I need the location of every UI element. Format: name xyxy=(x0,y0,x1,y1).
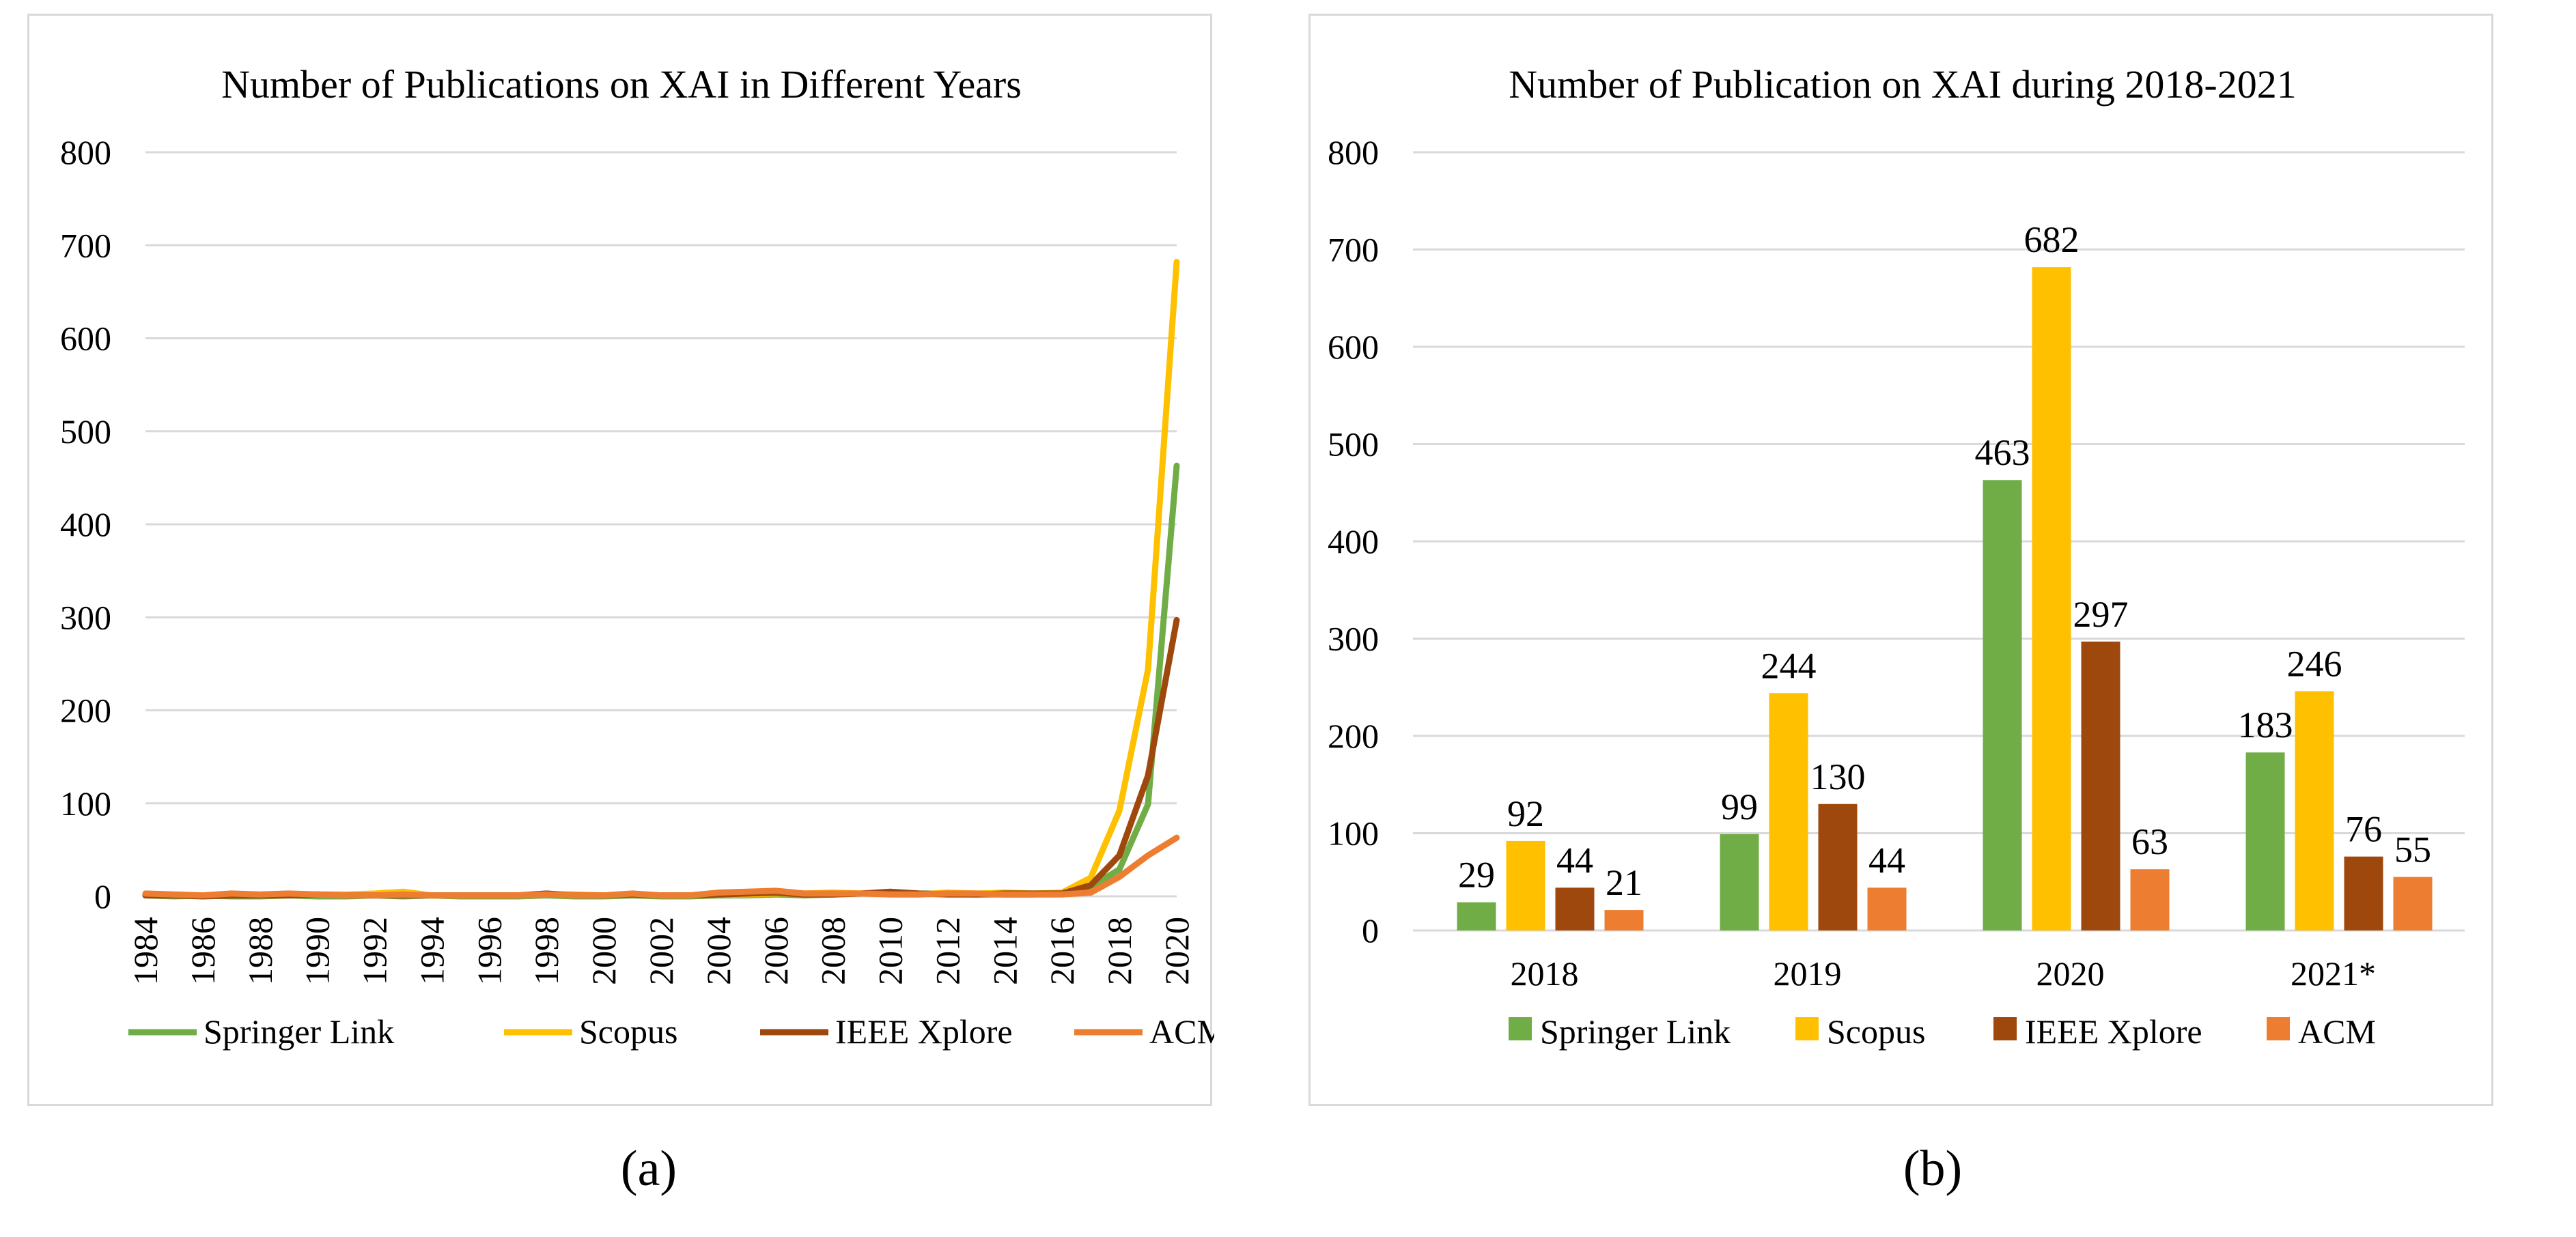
y-tick-label: 0 xyxy=(1362,911,1379,950)
line-chart-panel: Number of Publications on XAI in Differe… xyxy=(27,14,1214,1106)
data-label: 244 xyxy=(1761,645,1817,686)
data-label: 76 xyxy=(2345,809,2382,850)
chart-title: Number of Publication on XAI during 2018… xyxy=(1509,62,2296,106)
data-label: 246 xyxy=(2287,643,2342,684)
data-label: 183 xyxy=(2238,705,2293,745)
caption-a: (a) xyxy=(620,1141,677,1197)
y-tick-label: 400 xyxy=(1328,522,1379,560)
bar-acm-2018 xyxy=(1604,910,1644,930)
x-tick-label: 2012 xyxy=(928,917,966,985)
bar-acm-2020 xyxy=(2130,869,2170,930)
legend-label: ACM xyxy=(1149,1012,1214,1051)
data-label: 55 xyxy=(2394,829,2431,870)
series-line-scopus xyxy=(142,259,1180,899)
y-tick-label: 600 xyxy=(60,319,111,358)
x-tick-label: 1998 xyxy=(527,917,565,985)
y-tick-label: 500 xyxy=(1328,425,1379,464)
data-label: 682 xyxy=(2024,219,2080,260)
x-tick-label: 2000 xyxy=(585,917,623,985)
y-tick-label: 200 xyxy=(1328,717,1379,755)
legend-label: IEEE Xplore xyxy=(2025,1012,2202,1051)
data-label: 29 xyxy=(1458,855,1495,896)
x-tick-label: 2018 xyxy=(1100,917,1138,985)
x-category-label: 2018 xyxy=(1511,954,1579,993)
x-tick-label: 2004 xyxy=(699,917,738,985)
bar-chart: Number of Publication on XAI during 2018… xyxy=(1328,62,2465,1051)
y-tick-label: 200 xyxy=(60,692,111,730)
data-label: 92 xyxy=(1507,793,1544,834)
x-category-label: 2019 xyxy=(1774,954,1842,993)
x-tick-label: 2002 xyxy=(642,917,680,985)
bar-ieee-xplore-2021* xyxy=(2344,856,2383,930)
series-line-acm xyxy=(142,834,1180,899)
x-category-label: 2020 xyxy=(2036,954,2105,993)
bar-ieee-xplore-2018 xyxy=(1555,887,1595,930)
x-tick-label: 1994 xyxy=(412,917,451,985)
legend-swatch xyxy=(1993,1017,2017,1040)
y-tick-label: 300 xyxy=(60,598,111,636)
line-chart: Number of Publications on XAI in Differe… xyxy=(60,62,1214,1051)
legend-label: IEEE Xplore xyxy=(835,1012,1013,1051)
bar-scopus-2019 xyxy=(1769,693,1808,930)
y-tick-label: 0 xyxy=(94,877,111,915)
x-tick-label: 1988 xyxy=(241,917,279,985)
y-tick-label: 100 xyxy=(1328,814,1379,853)
bar-ieee-xplore-2019 xyxy=(1818,804,1858,930)
y-tick-label: 300 xyxy=(1328,620,1379,658)
y-tick-label: 800 xyxy=(60,133,111,171)
bar-springer-link-2018 xyxy=(1457,902,1496,930)
x-tick-label: 2006 xyxy=(757,917,795,985)
data-label: 44 xyxy=(1868,840,1905,881)
chart-title: Number of Publications on XAI in Differe… xyxy=(221,62,1022,106)
x-tick-label: 2010 xyxy=(871,917,910,985)
legend-label: Scopus xyxy=(1827,1012,1925,1051)
bar-scopus-2018 xyxy=(1506,840,1545,930)
data-label: 99 xyxy=(1721,786,1758,827)
data-label: 21 xyxy=(1606,862,1642,903)
legend-swatch xyxy=(1795,1017,1819,1040)
y-tick-label: 600 xyxy=(1328,328,1379,366)
x-tick-label: 2014 xyxy=(985,917,1024,985)
x-tick-label: 2020 xyxy=(1158,917,1196,985)
bar-springer-link-2020 xyxy=(1983,480,2022,930)
data-label: 463 xyxy=(1975,432,2030,473)
caption-b: (b) xyxy=(1903,1141,1963,1197)
legend-swatch xyxy=(1509,1017,1532,1040)
series-line-ieee-xplore xyxy=(142,616,1180,900)
x-tick-label: 1984 xyxy=(126,917,165,985)
bar-chart-panel: Number of Publication on XAI during 2018… xyxy=(1308,14,2493,1106)
y-tick-label: 100 xyxy=(60,784,111,823)
bar-springer-link-2019 xyxy=(1720,834,1759,930)
bar-springer-link-2021* xyxy=(2245,752,2285,930)
y-tick-label: 400 xyxy=(60,505,111,543)
data-label: 130 xyxy=(1810,756,1866,797)
x-tick-label: 1992 xyxy=(356,917,394,985)
legend-label: ACM xyxy=(2298,1012,2376,1051)
legend-swatch xyxy=(2267,1017,2290,1040)
x-tick-label: 2016 xyxy=(1043,917,1081,985)
data-label: 44 xyxy=(1556,840,1593,881)
y-tick-label: 700 xyxy=(1328,231,1379,269)
x-tick-label: 1986 xyxy=(184,917,222,985)
bar-scopus-2021* xyxy=(2295,691,2334,930)
y-tick-label: 700 xyxy=(60,226,111,264)
x-category-label: 2021* xyxy=(2291,954,2376,993)
bar-acm-2019 xyxy=(1867,887,1907,930)
x-tick-label: 2008 xyxy=(814,917,852,985)
legend-label: Springer Link xyxy=(1540,1012,1731,1051)
y-tick-label: 800 xyxy=(1328,133,1379,171)
data-label: 63 xyxy=(2131,821,2168,862)
bar-scopus-2020 xyxy=(2032,267,2071,930)
bar-ieee-xplore-2020 xyxy=(2081,641,2120,930)
y-tick-label: 500 xyxy=(60,412,111,451)
series-line-springer-link xyxy=(142,462,1180,900)
data-label: 297 xyxy=(2073,594,2129,635)
legend-label: Scopus xyxy=(579,1012,677,1051)
bar-acm-2021* xyxy=(2393,877,2433,930)
legend-label: Springer Link xyxy=(204,1012,394,1051)
x-tick-label: 1990 xyxy=(298,917,337,985)
x-tick-label: 1996 xyxy=(470,917,508,985)
